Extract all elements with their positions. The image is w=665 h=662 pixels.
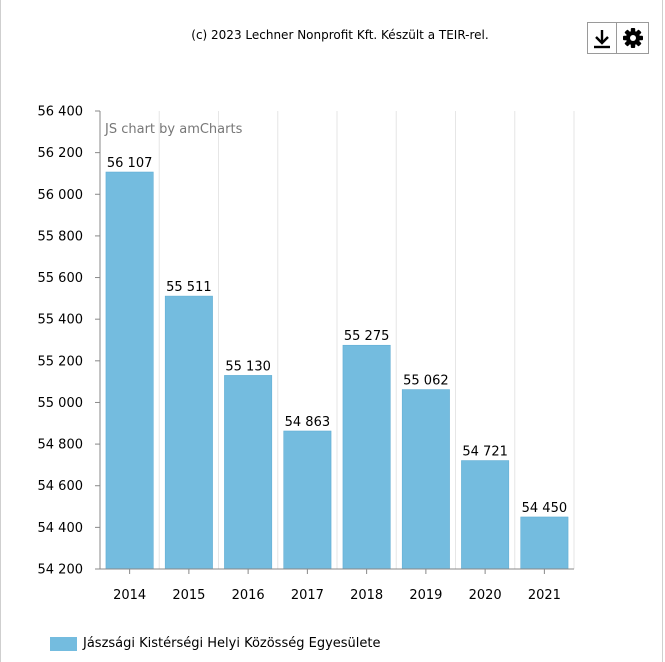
y-tick-label: 56 200 bbox=[38, 146, 84, 161]
download-button[interactable] bbox=[587, 22, 617, 54]
value-label: 55 062 bbox=[403, 374, 449, 389]
bar-2019[interactable] bbox=[401, 389, 450, 570]
x-tick-label: 2018 bbox=[350, 588, 383, 603]
y-tick-label: 55 000 bbox=[38, 396, 84, 411]
bar-2017[interactable] bbox=[283, 430, 332, 570]
amcharts-watermark[interactable]: JS chart by amCharts bbox=[104, 122, 243, 137]
y-tick-label: 54 200 bbox=[38, 563, 84, 578]
bar-2021[interactable] bbox=[520, 516, 569, 570]
gear-icon bbox=[622, 28, 643, 48]
bar-2015[interactable] bbox=[164, 295, 213, 570]
settings-button[interactable] bbox=[617, 22, 649, 54]
credit-text: (c) 2023 Lechner Nonprofit Kft. Készült … bbox=[191, 28, 489, 42]
x-tick-label: 2019 bbox=[409, 588, 442, 603]
x-tick-label: 2016 bbox=[232, 588, 265, 603]
x-tick-label: 2021 bbox=[528, 588, 561, 603]
bar-2016[interactable] bbox=[224, 375, 273, 570]
bar-layer: 56 107 55 511 55 130 54 863 55 275 55 062 54 7… bbox=[105, 156, 569, 570]
legend-swatch[interactable] bbox=[50, 636, 77, 651]
value-label: 54 721 bbox=[462, 445, 508, 460]
download-icon bbox=[594, 30, 610, 49]
bar-2014[interactable] bbox=[105, 171, 154, 570]
grid-layer bbox=[158, 111, 575, 569]
y-tick-label: 56 400 bbox=[38, 105, 84, 120]
y-tick-label: 55 400 bbox=[38, 313, 84, 328]
y-tick-label: 55 200 bbox=[38, 354, 84, 369]
x-tick-label: 2014 bbox=[113, 588, 146, 603]
axis-layer: 54 200 54 400 54 600 54 800 55 000 55 200 55 4… bbox=[38, 105, 574, 603]
value-label: 55 275 bbox=[344, 329, 390, 344]
x-tick-label: 2020 bbox=[469, 588, 502, 603]
value-label: 55 130 bbox=[225, 359, 271, 374]
value-label: 54 863 bbox=[285, 415, 331, 430]
bar-2020[interactable] bbox=[461, 460, 510, 570]
x-tick-label: 2015 bbox=[172, 588, 205, 603]
y-tick-label: 56 000 bbox=[38, 188, 84, 203]
y-tick-label: 54 800 bbox=[38, 438, 84, 453]
chart-toolbar bbox=[587, 22, 649, 54]
legend-label[interactable]: Jászsági Kistérségi Helyi Közösség Egyes… bbox=[83, 636, 381, 651]
y-tick-label: 54 400 bbox=[38, 521, 84, 536]
y-tick-label: 55 800 bbox=[38, 229, 84, 244]
legend: Jászsági Kistérségi Helyi Közösség Egyes… bbox=[50, 636, 380, 651]
y-tick-label: 54 600 bbox=[38, 479, 84, 494]
y-tick-label: 55 600 bbox=[38, 271, 84, 286]
value-label: 54 450 bbox=[522, 501, 568, 516]
bar-2018[interactable] bbox=[342, 344, 391, 570]
value-label: 56 107 bbox=[107, 156, 153, 171]
x-tick-label: 2017 bbox=[291, 588, 324, 603]
value-label: 55 511 bbox=[166, 280, 212, 295]
